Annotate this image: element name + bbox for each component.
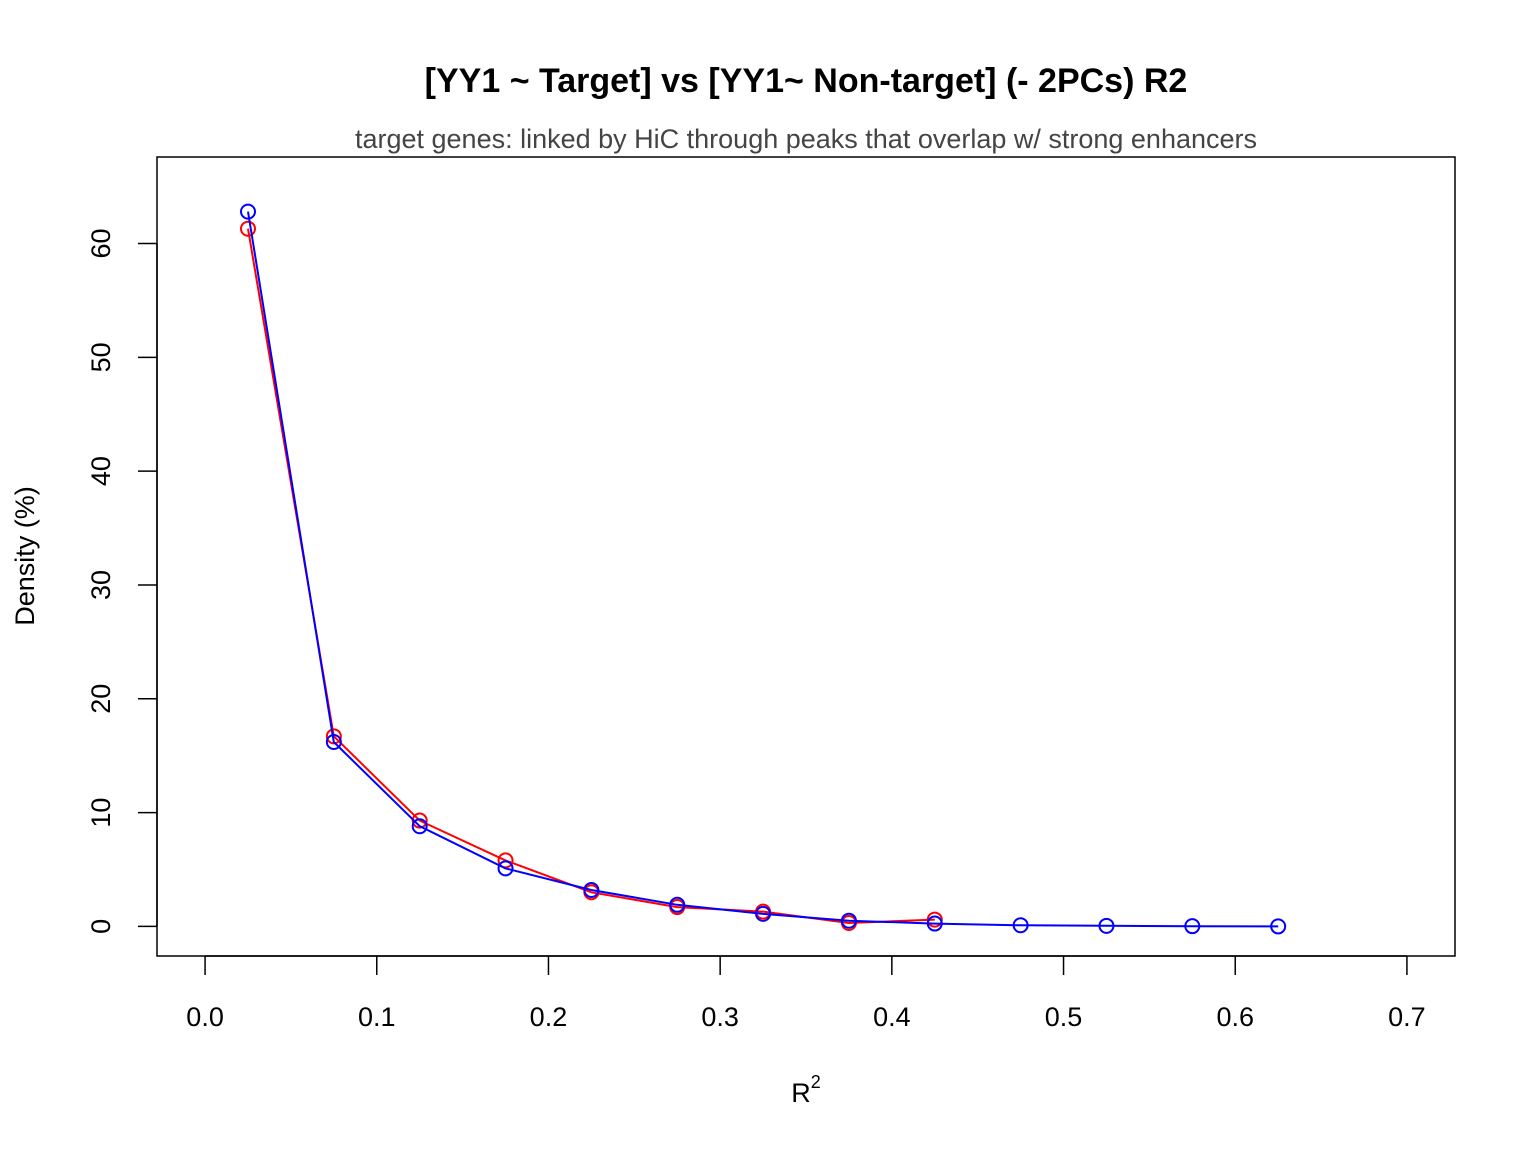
y-tick-label: 20 (86, 684, 116, 714)
series-2-point (583, 881, 600, 898)
y-tick-label: 30 (86, 570, 116, 600)
x-axis: 0.0 0.1 0.2 0.3 0.4 0.5 0.6 0.7 (186, 955, 1426, 1032)
x-tick-label: 0.3 (701, 1002, 739, 1032)
x-tick-label: 0.7 (1388, 1002, 1426, 1032)
series-2-point (926, 915, 943, 932)
y-tick-label: 60 (86, 228, 116, 258)
y-axis: 0 10 20 30 40 50 60 (86, 228, 158, 934)
x-axis-label: R2 (791, 1072, 821, 1108)
series-2-point (755, 905, 772, 922)
series-2-point (1270, 918, 1287, 935)
y-tick-label: 0 (86, 919, 116, 934)
x-axis-label-text: R (791, 1078, 811, 1108)
x-tick-label: 0.6 (1216, 1002, 1254, 1032)
series-2-point (1098, 917, 1115, 934)
series-line-1 (247, 228, 935, 925)
x-axis-label-superscript: 2 (811, 1072, 821, 1092)
series-2-point (669, 896, 686, 913)
x-tick-label: 0.2 (530, 1002, 568, 1032)
chart-subtitle: target genes: linked by HiC through peak… (355, 124, 1257, 154)
series-2-point (411, 818, 428, 835)
y-tick-label: 40 (86, 456, 116, 486)
y-tick-label: 10 (86, 798, 116, 828)
chart-title: [YY1 ~ Target] vs [YY1~ Non-target] (- 2… (425, 62, 1188, 100)
series-2-point (497, 860, 514, 877)
series-2-point (325, 734, 342, 751)
series-group (239, 203, 1287, 935)
series-2-point (1184, 918, 1201, 935)
x-tick-label: 0.1 (358, 1002, 396, 1032)
y-axis-label: Density (%) (10, 486, 40, 626)
series-2-point (840, 912, 857, 929)
x-tick-label: 0.4 (873, 1002, 911, 1032)
series-2-point (1012, 917, 1029, 934)
series-1-point (926, 911, 943, 928)
y-tick-label: 50 (86, 342, 116, 372)
x-tick-label: 0.0 (186, 1002, 224, 1032)
series-1-point (239, 220, 256, 237)
series-2-point (239, 203, 256, 220)
plot-frame (156, 156, 1456, 957)
x-tick-label: 0.5 (1045, 1002, 1083, 1032)
series-line-2 (247, 211, 1279, 928)
